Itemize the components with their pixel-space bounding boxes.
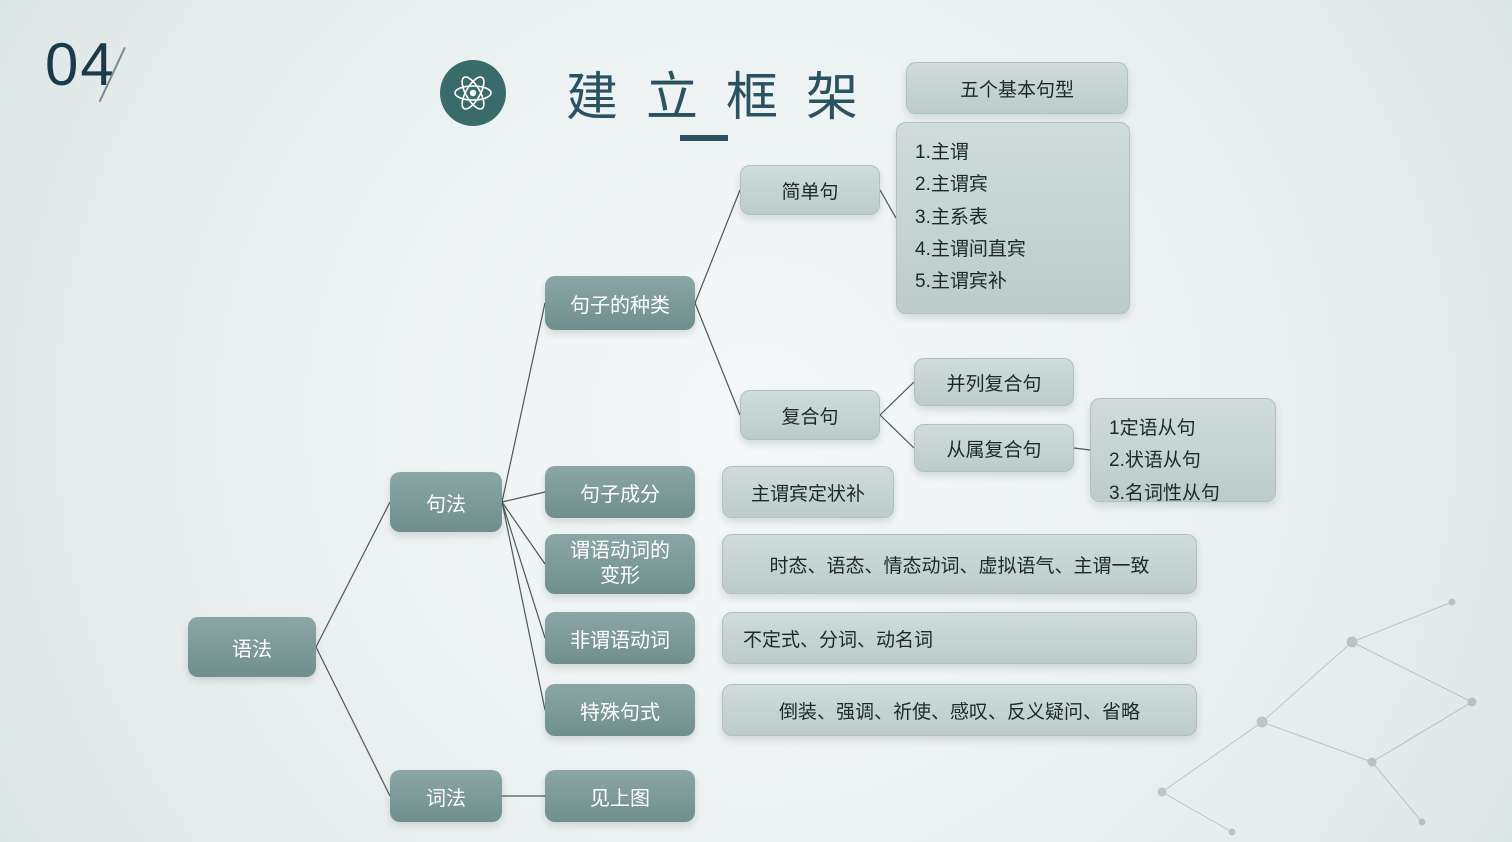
node-subord: 从属复合句 [914, 424, 1074, 472]
slash-decoration [124, 47, 172, 95]
atom-icon [440, 60, 506, 126]
node-special_det: 倒装、强调、祈使、感叹、反义疑问、省略 [722, 684, 1197, 736]
title-underline [680, 135, 728, 141]
listbox-clause_list: 1定语从句2.状语从句3.名词性从句 [1090, 398, 1276, 502]
list-item: 3.主系表 [915, 202, 1111, 234]
list-item: 2.主谓宾 [915, 169, 1111, 201]
node-sent_parts: 句子成分 [545, 466, 695, 518]
page-number: 04 [45, 30, 172, 99]
list-item: 1定语从句 [1109, 413, 1257, 445]
title-row: 建立框架 [440, 55, 886, 130]
list-item: 3.名词性从句 [1109, 478, 1257, 510]
node-syntax: 句法 [390, 472, 502, 532]
node-verb_change: 谓语动词的 变形 [545, 534, 695, 594]
node-nonfinite_det: 不定式、分词、动名词 [722, 612, 1197, 664]
node-coord: 并列复合句 [914, 358, 1074, 406]
list-item: 1.主谓 [915, 137, 1111, 169]
list-item: 2.状语从句 [1109, 445, 1257, 477]
node-compound_sent: 复合句 [740, 390, 880, 440]
node-five_patterns: 五个基本句型 [906, 62, 1128, 114]
node-verb_detail: 时态、语态、情态动词、虚拟语气、主谓一致 [722, 534, 1197, 594]
node-parts_detail: 主谓宾定状补 [722, 466, 894, 518]
node-grammar: 语法 [188, 617, 316, 677]
listbox-five_list: 1.主谓2.主谓宾3.主系表4.主谓间直宾5.主谓宾补 [896, 122, 1130, 314]
node-nonfinite: 非谓语动词 [545, 612, 695, 664]
node-simple_sent: 简单句 [740, 165, 880, 215]
list-item: 4.主谓间直宾 [915, 234, 1111, 266]
node-sent_types: 句子的种类 [545, 276, 695, 330]
list-item: 5.主谓宾补 [915, 266, 1111, 298]
node-special: 特殊句式 [545, 684, 695, 736]
node-see_above: 见上图 [545, 770, 695, 822]
node-morphology: 词法 [390, 770, 502, 822]
page-title: 建立框架 [566, 55, 886, 130]
